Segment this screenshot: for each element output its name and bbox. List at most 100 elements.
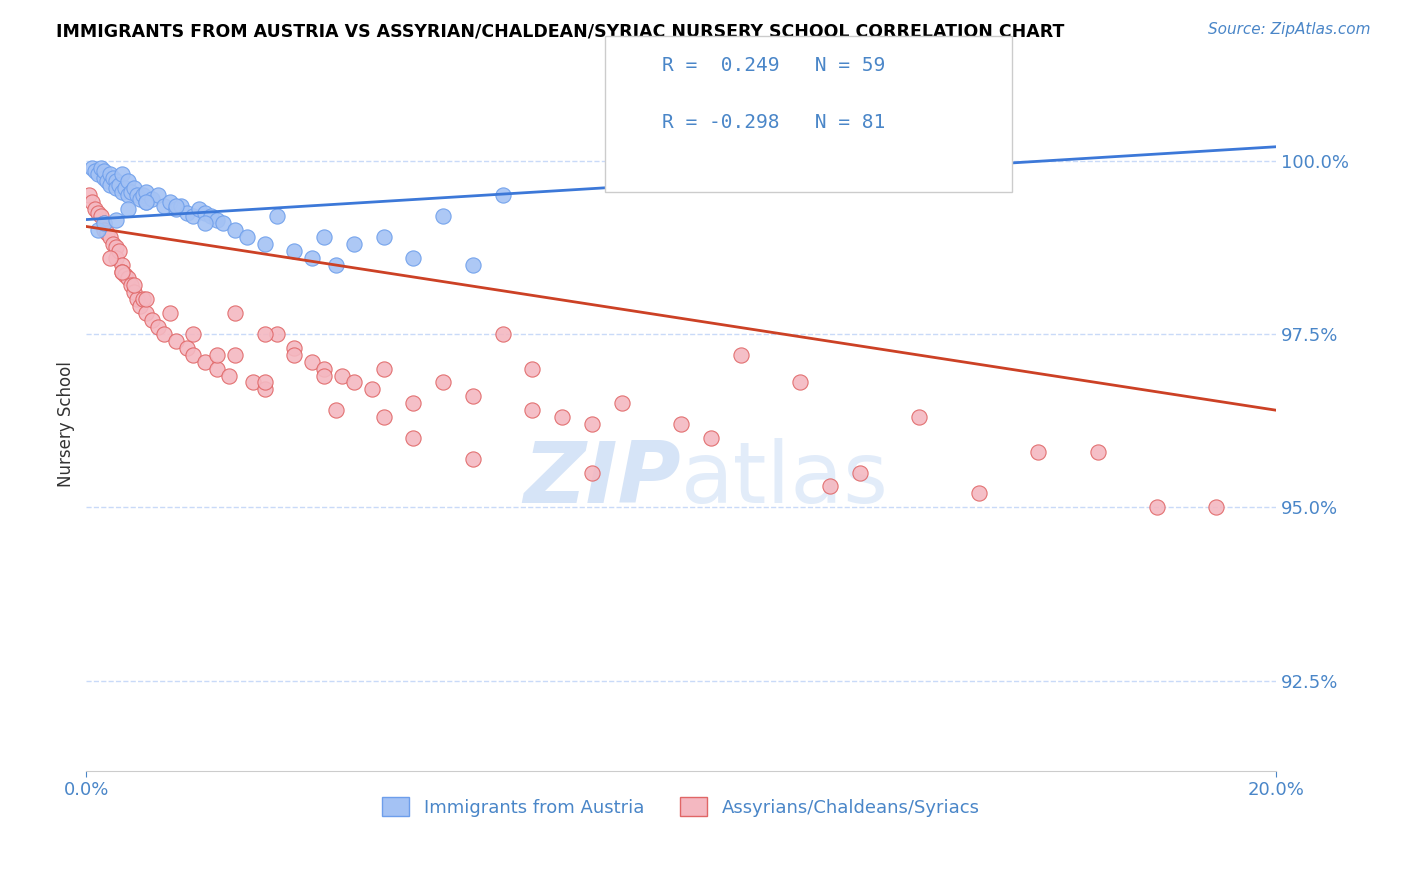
Point [87, 205, 110, 219]
Point [165, 199, 187, 213]
Point [105, 212, 128, 227]
Point [402, 431, 425, 445]
Point [432, 209, 454, 223]
Point [789, 376, 811, 390]
Point [848, 466, 870, 480]
Point [581, 466, 603, 480]
Point [325, 403, 347, 417]
Point [117, 174, 139, 188]
Point [314, 230, 336, 244]
Point [218, 368, 240, 383]
Text: atlas: atlas [681, 438, 889, 521]
Point [183, 209, 205, 223]
Point [236, 230, 259, 244]
Point [117, 202, 139, 216]
Point [93, 216, 115, 230]
Point [132, 188, 155, 202]
Point [522, 361, 544, 376]
Point [908, 410, 931, 425]
Point [266, 326, 288, 341]
Point [224, 306, 246, 320]
Point [101, 236, 124, 251]
Point [1205, 500, 1227, 515]
Point [87, 223, 110, 237]
Point [343, 376, 366, 390]
Point [141, 192, 163, 206]
Point [205, 212, 228, 227]
Point [77, 188, 100, 202]
Point [101, 171, 124, 186]
Point [108, 178, 131, 192]
Point [188, 202, 211, 216]
Point [194, 216, 217, 230]
Point [117, 271, 139, 285]
Point [90, 209, 112, 223]
Point [135, 195, 157, 210]
Point [183, 326, 205, 341]
Point [114, 181, 136, 195]
Point [253, 326, 276, 341]
Point [402, 396, 425, 410]
Point [159, 195, 181, 210]
Point [90, 161, 112, 175]
Point [343, 236, 366, 251]
Point [135, 306, 157, 320]
Point [125, 188, 148, 202]
Point [194, 205, 217, 219]
Point [111, 168, 134, 182]
Point [122, 278, 145, 293]
Point [159, 306, 181, 320]
Point [253, 236, 276, 251]
Point [152, 199, 174, 213]
Point [373, 410, 395, 425]
Point [122, 285, 145, 300]
Point [205, 348, 228, 362]
Point [283, 244, 305, 258]
Text: R = -0.298   N = 81: R = -0.298 N = 81 [662, 113, 886, 132]
Point [111, 185, 134, 199]
Point [105, 251, 128, 265]
Point [108, 244, 131, 258]
Point [461, 258, 484, 272]
Point [114, 268, 136, 282]
Point [242, 376, 264, 390]
Point [117, 188, 139, 202]
Point [314, 361, 336, 376]
Point [96, 174, 118, 188]
Point [111, 264, 134, 278]
Point [373, 230, 395, 244]
Point [96, 227, 118, 241]
Point [120, 278, 142, 293]
Point [82, 195, 104, 210]
Point [84, 202, 107, 216]
Point [200, 209, 222, 223]
Point [551, 410, 574, 425]
Point [135, 195, 157, 210]
Point [98, 178, 121, 192]
Point [141, 313, 163, 327]
Point [98, 230, 121, 244]
Point [432, 376, 454, 390]
Point [105, 181, 128, 195]
Text: ZIP: ZIP [523, 438, 681, 521]
Point [402, 251, 425, 265]
Point [224, 223, 246, 237]
Text: R =  0.249   N = 59: R = 0.249 N = 59 [662, 56, 886, 75]
Point [165, 202, 187, 216]
Point [461, 389, 484, 403]
Point [93, 223, 115, 237]
Point [93, 164, 115, 178]
Point [330, 368, 353, 383]
Point [146, 320, 169, 334]
Point [122, 181, 145, 195]
Point [111, 264, 134, 278]
Point [266, 209, 288, 223]
Point [492, 188, 515, 202]
Point [700, 431, 723, 445]
Point [194, 354, 217, 368]
Point [183, 348, 205, 362]
Point [669, 417, 692, 431]
Point [967, 486, 990, 500]
Point [128, 299, 150, 313]
Point [125, 293, 148, 307]
